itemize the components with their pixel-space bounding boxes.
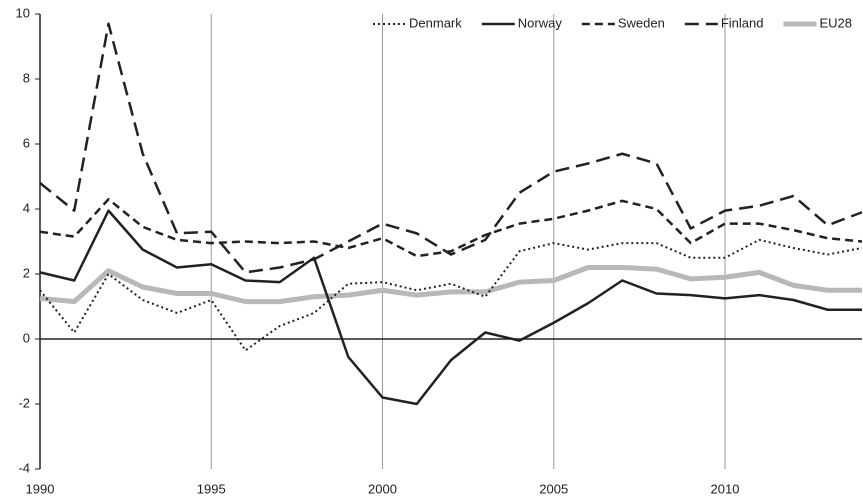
y-tick-label: 6	[23, 135, 30, 150]
x-tick-label: 1995	[197, 481, 226, 496]
y-tick-label: 8	[23, 70, 30, 85]
x-tick-label: 2005	[539, 481, 568, 496]
x-tick-label: 2010	[711, 481, 740, 496]
legend-label: EU28	[819, 15, 852, 30]
series-line	[39, 238, 863, 352]
y-tick-label: -2	[18, 395, 30, 410]
legend-label: Sweden	[618, 15, 665, 30]
y-tick-label: 4	[23, 200, 30, 215]
y-tick-label: -4	[18, 460, 30, 475]
legend-label: Finland	[721, 15, 764, 30]
x-tick-label: 1990	[26, 481, 55, 496]
y-tick-label: 10	[16, 5, 30, 20]
series-line	[39, 209, 862, 406]
y-tick-label: 0	[23, 330, 30, 345]
series-line	[39, 198, 863, 258]
legend-label: Norway	[518, 15, 563, 30]
series-line	[39, 22, 863, 274]
y-tick-label: 2	[23, 265, 30, 280]
x-tick-label: 2000	[368, 481, 397, 496]
legend-label: Denmark	[409, 15, 462, 30]
series-line	[39, 265, 862, 305]
